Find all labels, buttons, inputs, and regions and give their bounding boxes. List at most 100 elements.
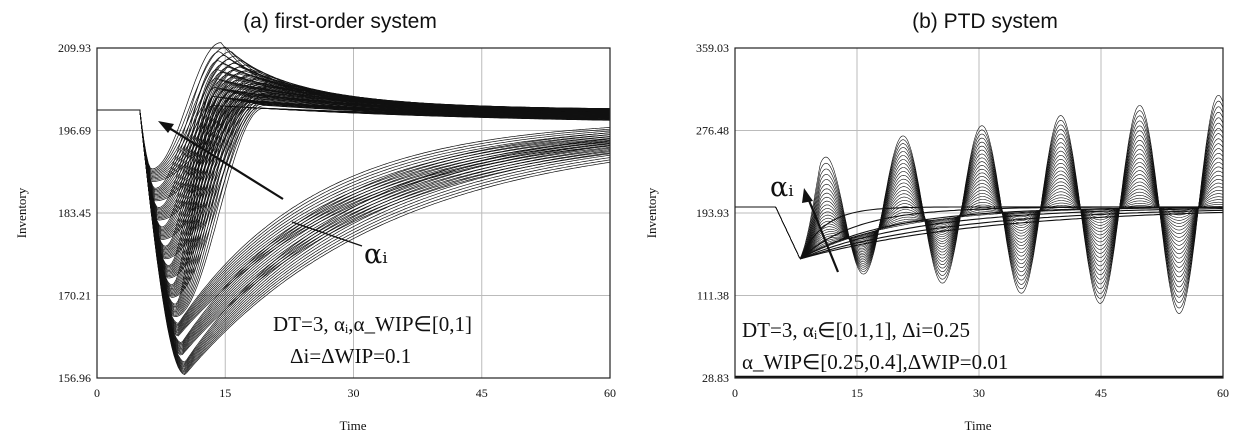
chart-a-series-line: [97, 109, 611, 376]
chart-a-series-line: [97, 109, 611, 352]
chart-a-ytick-label: 209.93: [58, 41, 91, 55]
chart-a-title: (a) first-order system: [243, 10, 437, 33]
chart-a-series-line: [97, 109, 611, 327]
chart-b-plot-frame: [734, 47, 1224, 379]
chart-a-series-line: [97, 99, 611, 260]
chart-b-series-line: [735, 117, 1224, 293]
chart-b-series-line: [735, 157, 1224, 260]
chart-b-annotation-1: DT=3, αᵢ∈[0.1,1], Δi=0.25: [742, 318, 970, 342]
chart-b-series-line: [735, 201, 1224, 260]
chart-b-series-line: [735, 153, 1224, 260]
chart-b-ytick-label: 111.38: [697, 289, 729, 303]
chart-b-ylabel: Inventory: [644, 187, 659, 238]
chart-b-xtick-label: 45: [1095, 386, 1107, 400]
chart-a-series-line: [97, 99, 610, 276]
chart-a-series-line: [97, 104, 610, 297]
chart-a-series-line: [97, 109, 611, 328]
chart-a-xtick-label: 0: [94, 386, 100, 400]
chart-a-series-line: [97, 96, 610, 240]
chart-a-series-line: [97, 109, 611, 333]
chart-b-series-line: [735, 111, 1224, 298]
chart-b-annotation-2: α_WIP∈[0.25,0.4],ΔWIP=0.01: [742, 350, 1008, 374]
chart-b-series-line: [735, 133, 1224, 278]
chart-a-series-line: [97, 103, 611, 296]
panel-b: (b) PTD system 28.83 111.38 193.93 276.48 35…: [644, 10, 1229, 433]
chart-b-series-line: [735, 190, 1224, 260]
chart-a-ytick-label: 170.21: [58, 288, 91, 302]
chart-a-annotation-2: Δi=ΔWIP=0.1: [290, 344, 411, 368]
chart-a-series-line: [97, 109, 611, 331]
chart-a-series-line: [97, 102, 610, 294]
chart-b-series-group: [735, 95, 1224, 379]
chart-a-xtick-label: 45: [476, 386, 488, 400]
chart-b-ytick-label: 28.83: [702, 371, 729, 385]
chart-b-series-line: [735, 106, 1224, 303]
chart-b-y-ticks: 28.83 111.38 193.93 276.48 359.03: [696, 41, 729, 385]
chart-a-series-line: [97, 42, 610, 170]
chart-b-xtick-label: 0: [732, 386, 738, 400]
chart-b-title: (b) PTD system: [912, 10, 1058, 33]
chart-a-series-line: [97, 109, 611, 356]
chart-a-series-line: [97, 109, 611, 334]
chart-a-y-ticks: 156.96 170.21 183.45 196.69 209.93: [58, 41, 91, 385]
chart-b-series-line: [799, 208, 1223, 260]
chart-b-ytick-label: 193.93: [696, 206, 729, 220]
chart-a-series-line: [97, 109, 611, 336]
chart-a-series-line: [97, 60, 610, 175]
chart-a-series-line: [97, 109, 611, 355]
chart-a-series-line: [97, 100, 611, 278]
chart-b-series-line: [799, 211, 1224, 260]
chart-a-xlabel: Time: [340, 418, 367, 433]
chart-b-series-line: [735, 122, 1224, 288]
chart-a-series-line: [97, 102, 610, 279]
chart-b-series-line: [799, 206, 1223, 260]
chart-a-series-line: [97, 109, 611, 332]
chart-b-xtick-label: 15: [851, 386, 863, 400]
chart-b-series-line: [799, 209, 1224, 260]
chart-a-ytick-label: 196.69: [58, 123, 91, 137]
chart-b-series-line: [735, 148, 1224, 264]
chart-b-xtick-label: 30: [973, 386, 985, 400]
chart-a-series-line: [97, 109, 611, 324]
chart-b-alpha-arrow: [806, 197, 840, 273]
chart-b-alpha-label: αᵢ: [770, 172, 794, 203]
chart-a-ytick-label: 156.96: [58, 371, 91, 385]
chart-b-series-line: [735, 95, 1224, 314]
chart-b-series-line: [735, 199, 1224, 260]
chart-a-alpha-leader: [291, 221, 363, 247]
chart-a-series-line: [97, 109, 611, 364]
chart-a-ytick-label: 183.45: [58, 206, 91, 220]
chart-b-grid: [735, 48, 1223, 378]
chart-b-xlabel: Time: [965, 418, 992, 433]
chart-b-series-line: [735, 182, 1224, 260]
chart-a-series-line: [97, 105, 611, 298]
chart-b-x-ticks: 0 15 30 45 60: [732, 386, 1229, 400]
chart-a-xtick-label: 30: [348, 386, 360, 400]
chart-b-ytick-label: 276.48: [696, 124, 729, 138]
chart-a-ylabel: Inventory: [14, 187, 29, 238]
chart-a-series-line: [97, 109, 611, 347]
chart-b-series-line: [735, 193, 1224, 260]
chart-b-xtick-label: 60: [1217, 386, 1229, 400]
chart-a-series-line: [97, 109, 611, 366]
chart-b-series-line: [735, 204, 1224, 260]
chart-a-series-line: [97, 109, 611, 346]
chart-b-series-line: [735, 162, 1224, 260]
chart-a-series-line: [97, 109, 611, 372]
chart-a-plot-frame: [96, 47, 611, 379]
chart-a-series-group: [97, 42, 611, 376]
panel-a: (a) first-order system 156.96 170.21 183.4…: [14, 10, 616, 433]
chart-a-series-line: [97, 109, 611, 326]
chart-a-series-line: [97, 109, 611, 337]
chart-a-series-line: [97, 109, 611, 367]
chart-b-series-line: [735, 128, 1224, 283]
chart-b-ytick-label: 359.03: [696, 41, 729, 55]
chart-b-alpha-arrowhead: [802, 188, 813, 203]
chart-a-series-line: [97, 109, 611, 329]
chart-b-series-line: [735, 179, 1224, 260]
chart-b-series-line: [735, 186, 1224, 260]
chart-a-xtick-label: 15: [219, 386, 231, 400]
chart-a-series-line: [97, 109, 611, 373]
chart-a-x-ticks: 0 15 30 45 60: [94, 386, 616, 400]
